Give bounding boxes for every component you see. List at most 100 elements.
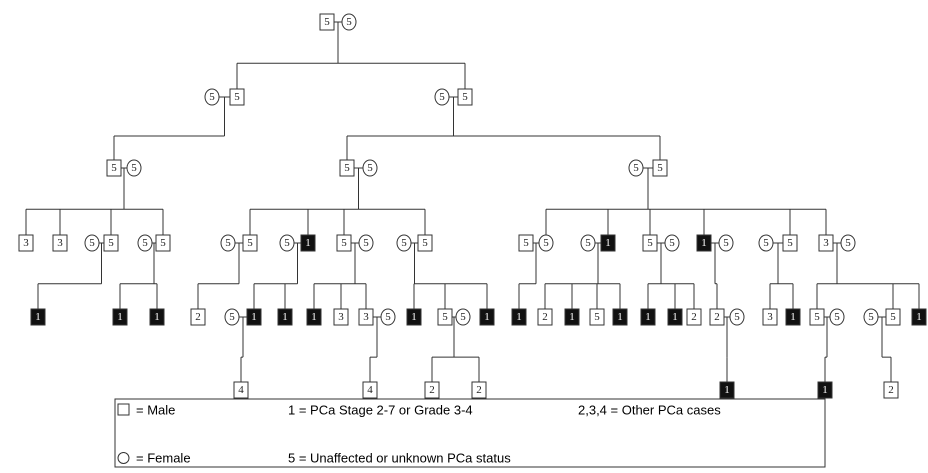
person: 5: [518, 234, 534, 252]
person: 1: [612, 308, 628, 326]
female-symbol: [126, 159, 142, 177]
person-label: 1: [672, 311, 678, 323]
person-label: 2: [195, 311, 201, 323]
person-label: 1: [251, 311, 257, 323]
person: 5: [336, 234, 352, 252]
person: 5: [279, 234, 295, 252]
person-label: 5: [890, 311, 896, 323]
male-symbol: [782, 234, 798, 252]
person-label: 1: [311, 311, 317, 323]
person: 5: [642, 234, 658, 252]
person: 5: [362, 159, 378, 177]
person: 5: [628, 159, 644, 177]
person: 3: [818, 234, 834, 252]
person: 5: [242, 234, 258, 252]
person: 1: [511, 308, 527, 326]
person: 4: [362, 381, 378, 399]
female-symbol: [628, 159, 644, 177]
person-label: 3: [823, 237, 829, 249]
legend-stage: 1 = PCa Stage 2-7 or Grade 3-4: [288, 403, 473, 418]
person-label: 5: [108, 237, 114, 249]
person: 5: [341, 13, 357, 31]
male-symbol: [333, 308, 349, 326]
person-label: 5: [657, 162, 663, 174]
person-label: 5: [160, 237, 166, 249]
legend-box: [114, 398, 826, 468]
person: 1: [306, 308, 322, 326]
person: 5: [106, 159, 122, 177]
male-symbol: [640, 308, 656, 326]
male-symbol: [424, 381, 440, 399]
male-symbol: [600, 234, 616, 252]
person-label: 3: [338, 311, 344, 323]
female-symbol: [224, 308, 240, 326]
person: 1: [817, 381, 833, 399]
male-symbol: [362, 381, 378, 399]
male-symbol: [883, 381, 899, 399]
female-symbol: [84, 234, 100, 252]
male-symbol: [686, 308, 702, 326]
male-symbol: [642, 234, 658, 252]
person-label: 1: [617, 311, 623, 323]
person-label: 1: [282, 311, 288, 323]
male-symbol: [277, 308, 293, 326]
person-label: 5: [346, 16, 352, 28]
male-symbol: [589, 308, 605, 326]
person: 2: [883, 381, 899, 399]
person-label: 1: [305, 237, 311, 249]
person-label: 3: [57, 237, 63, 249]
legend-unaffected: 5 = Unaffected or unknown PCa status: [288, 451, 511, 466]
person: 2: [537, 308, 553, 326]
person-label: 2: [714, 311, 720, 323]
female-symbol: [538, 234, 554, 252]
person: 2: [424, 381, 440, 399]
male-symbol: [696, 234, 712, 252]
person: 1: [719, 381, 735, 399]
male-symbol: [809, 308, 825, 326]
person-label: 5: [284, 237, 290, 249]
person-label: 1: [484, 311, 490, 323]
person-label: 1: [117, 311, 123, 323]
person-label: 4: [367, 384, 373, 396]
person: 3: [333, 308, 349, 326]
person-label: 2: [691, 311, 697, 323]
person-label: 5: [209, 91, 215, 103]
person: 5: [358, 234, 374, 252]
male-symbol: [190, 308, 206, 326]
person-label: 2: [542, 311, 548, 323]
person-label: 3: [767, 311, 773, 323]
male-symbol: [155, 234, 171, 252]
person: 5: [718, 234, 734, 252]
male-symbol: [437, 308, 453, 326]
female-symbol: [829, 308, 845, 326]
male-symbol: [103, 234, 119, 252]
person-label: 1: [916, 311, 922, 323]
female-symbol: [341, 13, 357, 31]
person: 5: [224, 308, 240, 326]
people: 5 55 5 5 55 5 5 5 5 53 3 5 5 5 5 5 5 5 1 5 5 5 5 5 5 5 1 5 5 1 5 5 5 3 51 1…: [18, 13, 927, 399]
male-symbol: [233, 381, 249, 399]
person: 5: [84, 234, 100, 252]
person-label: 5: [543, 237, 549, 249]
person: 5: [126, 159, 142, 177]
person: 1: [696, 234, 712, 252]
male-symbol: [242, 234, 258, 252]
legend-other: 2,3,4 = Other PCa cases: [578, 403, 721, 418]
person: 1: [564, 308, 580, 326]
person: 5: [652, 159, 668, 177]
male-symbol: [564, 308, 580, 326]
male-symbol: [818, 234, 834, 252]
female-symbol: [220, 234, 236, 252]
person-label: 5: [594, 311, 600, 323]
male-symbol: [719, 381, 735, 399]
person-label: 5: [585, 237, 591, 249]
person-label: 5: [341, 237, 347, 249]
person-label: 1: [701, 237, 707, 249]
person-label: 1: [790, 311, 796, 323]
person: 2: [709, 308, 725, 326]
female-symbol: [137, 234, 153, 252]
female-symbol: [380, 308, 396, 326]
person-label: 5: [385, 311, 391, 323]
male-symbol: [300, 234, 316, 252]
person-label: 5: [344, 162, 350, 174]
